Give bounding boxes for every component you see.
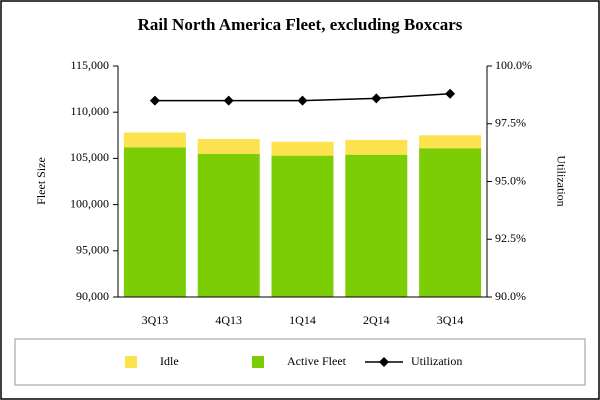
x-tick-label: 3Q14: [437, 313, 464, 327]
legend-label: Active Fleet: [287, 354, 347, 368]
legend-swatch: [252, 356, 264, 368]
bar-segment: [419, 148, 482, 297]
bar-segment: [197, 153, 260, 297]
legend-marker: [379, 357, 389, 367]
legend-swatch: [125, 356, 137, 368]
legend-label: Idle: [160, 354, 179, 368]
marker: [223, 95, 234, 106]
bar-segment: [123, 147, 186, 297]
x-tick-label: 2Q14: [363, 313, 390, 327]
x-tick-label: 3Q13: [142, 313, 169, 327]
y-tick-label: 105,000: [70, 150, 109, 164]
legend-box: [14, 338, 586, 386]
bar-segment: [123, 132, 186, 148]
chart-title: Rail North America Fleet, excluding Boxc…: [138, 15, 463, 34]
y2-tick-label: 100.0%: [495, 58, 532, 72]
bar-segment: [345, 154, 408, 297]
y-tick-label: 90,000: [76, 289, 109, 303]
y2-tick-label: 90.0%: [495, 289, 526, 303]
legend-label: Utilization: [411, 354, 462, 368]
marker: [371, 93, 382, 104]
x-tick-label: 1Q14: [289, 313, 316, 327]
y-tick-label: 95,000: [76, 243, 109, 257]
marker: [149, 95, 160, 106]
y-axis-label: Fleet Size: [34, 157, 48, 205]
x-tick-label: 4Q13: [215, 313, 242, 327]
y2-tick-label: 97.5%: [495, 116, 526, 130]
bar-segment: [419, 135, 482, 149]
bar-segment: [271, 141, 334, 156]
marker: [445, 88, 456, 99]
y2-axis-label: Utilization: [554, 155, 568, 206]
y2-tick-label: 95.0%: [495, 173, 526, 187]
bar-segment: [345, 139, 408, 155]
bar-segment: [197, 138, 260, 154]
bar-segment: [271, 155, 334, 297]
y-tick-label: 110,000: [70, 104, 109, 118]
y-tick-label: 115,000: [70, 58, 109, 72]
y-tick-label: 100,000: [70, 196, 109, 210]
marker: [297, 95, 308, 106]
y2-tick-label: 92.5%: [495, 231, 526, 245]
